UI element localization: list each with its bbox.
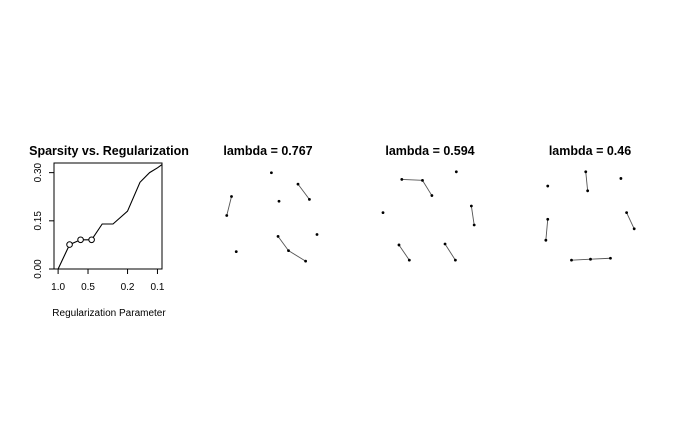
graph-edge	[590, 257, 611, 260]
line-plot-title: Sparsity vs. Regularization	[29, 144, 189, 158]
graph-edge	[422, 180, 433, 196]
graph-node	[609, 256, 612, 260]
lambda-marker-point	[66, 241, 73, 248]
graph-node	[308, 197, 311, 201]
graph-node	[421, 178, 424, 182]
x-tick-label: 0.1	[151, 282, 165, 293]
graph-node	[397, 243, 401, 247]
graph-node	[472, 223, 476, 227]
x-tick-label: 1.0	[51, 282, 65, 293]
graph-edge	[444, 243, 456, 261]
graph-node	[430, 194, 434, 197]
graph-node	[632, 227, 636, 231]
graph-edge	[626, 212, 635, 229]
graph-edge	[297, 183, 310, 200]
graph-node	[225, 214, 229, 217]
x-tick-label: 0.2	[121, 282, 135, 293]
graph-edge	[401, 178, 423, 181]
graph-node	[381, 211, 385, 215]
graph-node	[234, 250, 238, 254]
sparsity-line-plot: Sparsity vs. Regularization 1.0 0.5 0.2 0.1…	[29, 144, 189, 319]
graph-node	[400, 178, 404, 181]
graph-node	[453, 258, 457, 262]
y-tick-label: 0.00	[33, 259, 44, 279]
graph-edge	[226, 196, 232, 216]
x-tick-label: 0.5	[81, 282, 95, 293]
graph-1-network	[225, 171, 319, 263]
lambda-marker-point	[77, 236, 84, 244]
graph-node	[570, 258, 573, 262]
graph-edge	[585, 171, 589, 191]
y-axis: 0.00 0.15 0.30	[33, 162, 54, 279]
sparsity-line	[57, 164, 163, 270]
graph-node	[443, 242, 447, 246]
y-tick-label: 0.15	[33, 211, 44, 231]
graph-node	[544, 238, 548, 242]
y-tick-label: 0.30	[33, 162, 44, 182]
graph-edge	[545, 219, 549, 241]
lambda-marker-point	[88, 236, 95, 244]
graph-node	[277, 199, 281, 203]
graph-node	[546, 184, 550, 188]
graph-node	[407, 258, 411, 262]
graph-edge	[470, 205, 475, 226]
graph-1-title: lambda = 0.767	[223, 144, 312, 158]
graph-edge	[277, 236, 289, 251]
x-axis: 1.0 0.5 0.2 0.1	[51, 269, 165, 293]
graph-node	[469, 204, 473, 208]
graph-node	[546, 217, 550, 221]
graph-node	[270, 171, 273, 175]
graph-node	[304, 259, 307, 263]
graph-edge	[571, 258, 591, 261]
graph-edge	[398, 244, 410, 261]
graph-node	[625, 211, 628, 215]
sparsity-series	[57, 164, 163, 270]
graph-node	[584, 170, 588, 174]
graph-panel-1: lambda = 0.767	[223, 144, 319, 263]
graph-node	[276, 235, 280, 238]
graph-node	[619, 177, 623, 180]
x-axis-label: Regularization Parameter	[52, 308, 166, 319]
graph-node	[315, 233, 319, 236]
graph-node	[586, 189, 590, 193]
graph-node	[296, 182, 300, 186]
graph-2-title: lambda = 0.594	[385, 144, 474, 158]
graph-node	[589, 257, 592, 261]
graph-2-network	[381, 170, 476, 262]
graph-node	[454, 170, 458, 174]
graph-edge	[288, 250, 306, 262]
graph-panel-3: lambda = 0.46	[544, 144, 636, 262]
graph-node	[287, 249, 290, 253]
graph-node	[230, 195, 233, 198]
graph-3-network	[544, 170, 636, 262]
graph-3-title: lambda = 0.46	[549, 144, 631, 158]
graph-panel-2: lambda = 0.594	[381, 144, 476, 262]
plot-box	[53, 162, 163, 270]
